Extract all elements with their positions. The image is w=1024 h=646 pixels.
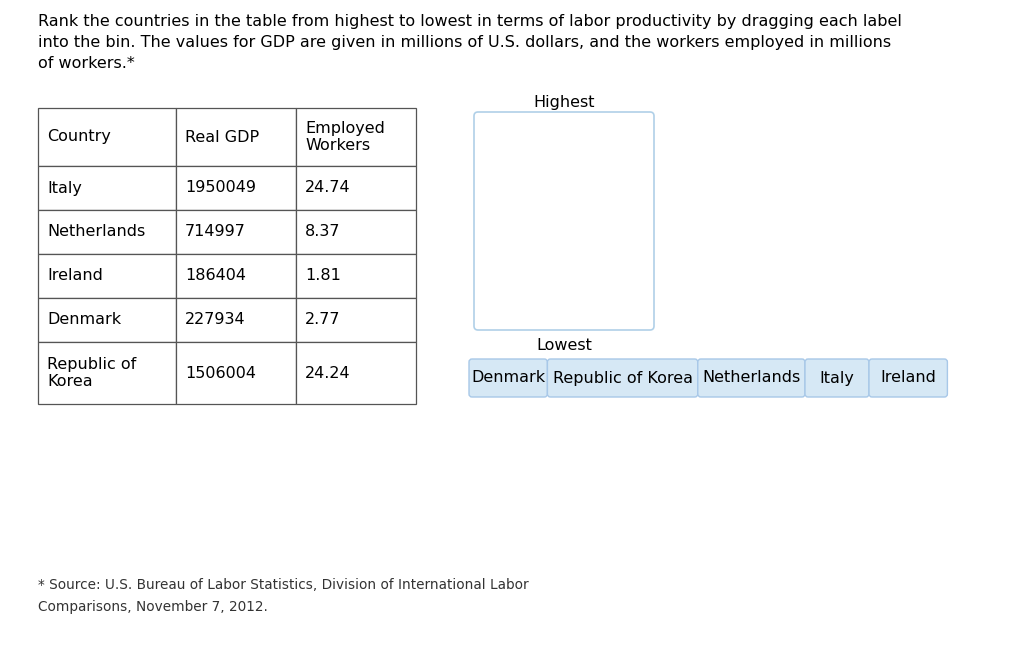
Text: 1950049: 1950049	[185, 180, 256, 196]
Text: Italy: Italy	[47, 180, 82, 196]
Text: Republic of Korea: Republic of Korea	[553, 371, 692, 386]
Text: 24.24: 24.24	[305, 366, 350, 380]
Text: Lowest: Lowest	[536, 338, 592, 353]
Bar	[296, 210, 416, 254]
Text: Denmark: Denmark	[47, 313, 121, 328]
Bar	[38, 298, 176, 342]
FancyBboxPatch shape	[548, 359, 697, 397]
Text: 2.77: 2.77	[305, 313, 341, 328]
Bar	[38, 342, 176, 404]
Bar	[296, 254, 416, 298]
Bar	[38, 166, 176, 210]
Text: Ireland: Ireland	[881, 371, 936, 386]
Text: * Source: U.S. Bureau of Labor Statistics, Division of International Labor: * Source: U.S. Bureau of Labor Statistic…	[38, 578, 528, 592]
Bar	[296, 108, 416, 166]
Bar	[176, 166, 296, 210]
Bar	[296, 342, 416, 404]
Text: Highest: Highest	[534, 95, 595, 110]
Text: Italy: Italy	[819, 371, 854, 386]
Bar	[176, 108, 296, 166]
FancyBboxPatch shape	[697, 359, 805, 397]
FancyBboxPatch shape	[474, 112, 654, 330]
Bar	[38, 108, 176, 166]
Text: Rank the countries in the table from highest to lowest in terms of labor product: Rank the countries in the table from hig…	[38, 14, 902, 71]
Text: 714997: 714997	[185, 225, 246, 240]
Text: Comparisons, November 7, 2012.: Comparisons, November 7, 2012.	[38, 600, 268, 614]
Text: Ireland: Ireland	[47, 269, 102, 284]
Bar	[38, 254, 176, 298]
Text: Netherlands: Netherlands	[47, 225, 145, 240]
Text: 24.74: 24.74	[305, 180, 350, 196]
Bar	[296, 298, 416, 342]
FancyBboxPatch shape	[869, 359, 947, 397]
Text: 8.37: 8.37	[305, 225, 341, 240]
Text: Country: Country	[47, 129, 111, 145]
Bar	[38, 210, 176, 254]
Bar	[176, 298, 296, 342]
Bar	[176, 254, 296, 298]
Bar	[176, 210, 296, 254]
Bar	[176, 342, 296, 404]
Text: 1.81: 1.81	[305, 269, 341, 284]
Text: 227934: 227934	[185, 313, 246, 328]
Bar	[296, 166, 416, 210]
Text: Netherlands: Netherlands	[702, 371, 801, 386]
Text: 186404: 186404	[185, 269, 246, 284]
Text: Real GDP: Real GDP	[185, 129, 259, 145]
FancyBboxPatch shape	[805, 359, 869, 397]
Text: Denmark: Denmark	[471, 371, 545, 386]
Text: Employed
Workers: Employed Workers	[305, 121, 385, 154]
FancyBboxPatch shape	[469, 359, 548, 397]
Text: Republic of
Korea: Republic of Korea	[47, 357, 136, 390]
Text: 1506004: 1506004	[185, 366, 256, 380]
